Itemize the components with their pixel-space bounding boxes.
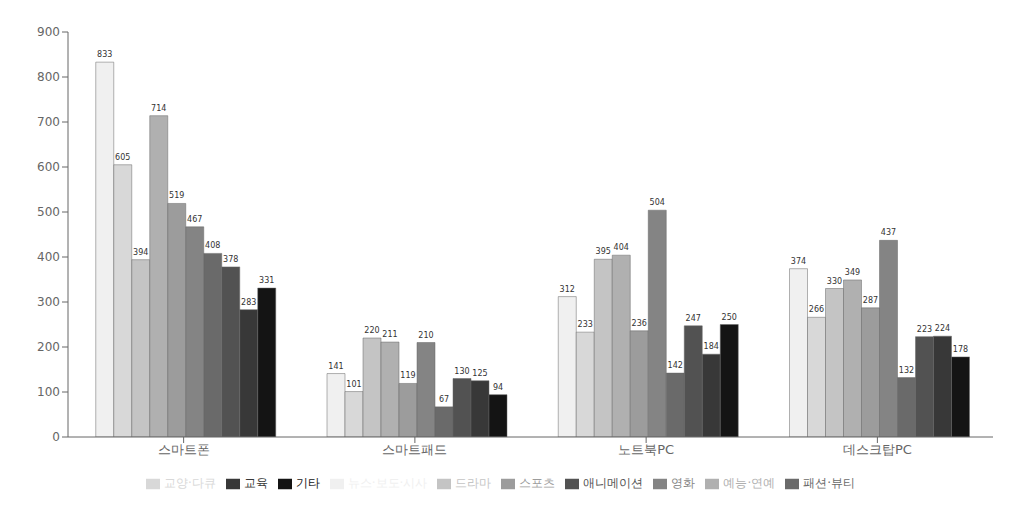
svg-text:100: 100 <box>37 385 60 399</box>
svg-text:331: 331 <box>259 276 274 285</box>
svg-text:349: 349 <box>845 268 860 277</box>
html-text:드라마: 드라마 <box>455 476 492 490</box>
html-text:패션·뷰티: 패션·뷰티 <box>803 476 856 490</box>
svg-text:스마트패드: 스마트패드 <box>382 442 447 457</box>
svg-text:394: 394 <box>133 248 148 257</box>
svg-text:141: 141 <box>328 362 343 371</box>
svg-text:312: 312 <box>560 285 575 294</box>
svg-text:220: 220 <box>364 326 379 335</box>
svg-text:125: 125 <box>472 369 487 378</box>
html-text:영화: 영화 <box>671 476 696 490</box>
svg-text:132: 132 <box>899 366 914 375</box>
svg-text:378: 378 <box>223 255 238 264</box>
svg-text:142: 142 <box>668 361 683 370</box>
svg-text:데스크탑PC: 데스크탑PC <box>843 442 912 457</box>
svg-text:266: 266 <box>809 305 824 314</box>
svg-text:94: 94 <box>493 383 503 392</box>
svg-text:130: 130 <box>454 367 469 376</box>
svg-text:287: 287 <box>863 296 878 305</box>
svg-text:800: 800 <box>37 70 60 84</box>
svg-text:404: 404 <box>614 243 629 252</box>
html-text:애니메이션: 애니메이션 <box>583 476 644 490</box>
html-text:뉴스·보도·시사: 뉴스·보도·시사 <box>347 476 428 490</box>
svg-text:504: 504 <box>650 198 665 207</box>
svg-text:200: 200 <box>37 340 60 354</box>
svg-text:400: 400 <box>37 250 60 264</box>
svg-text:395: 395 <box>596 247 611 256</box>
html-text:예능·연예: 예능·연예 <box>723 476 776 490</box>
svg-text:330: 330 <box>827 277 842 286</box>
svg-text:600: 600 <box>37 160 60 174</box>
svg-text:467: 467 <box>187 215 202 224</box>
svg-text:247: 247 <box>686 314 701 323</box>
svg-text:283: 283 <box>241 298 256 307</box>
svg-text:500: 500 <box>37 205 60 219</box>
svg-text:605: 605 <box>115 153 130 162</box>
html-text:기타: 기타 <box>295 476 320 490</box>
svg-text:250: 250 <box>722 313 737 322</box>
svg-text:437: 437 <box>881 228 896 237</box>
svg-text:300: 300 <box>37 295 60 309</box>
svg-text:374: 374 <box>791 257 806 266</box>
svg-text:101: 101 <box>346 380 361 389</box>
svg-text:700: 700 <box>37 115 60 129</box>
html-text:스포츠: 스포츠 <box>519 476 556 490</box>
svg-text:119: 119 <box>400 371 415 380</box>
svg-text:223: 223 <box>917 325 932 334</box>
svg-text:184: 184 <box>704 342 719 351</box>
svg-text:211: 211 <box>382 330 397 339</box>
svg-text:408: 408 <box>205 241 220 250</box>
svg-text:519: 519 <box>169 191 184 200</box>
html-text:교육: 교육 <box>243 476 268 490</box>
svg-text:210: 210 <box>418 331 433 340</box>
svg-text:900: 900 <box>37 25 60 39</box>
svg-text:0: 0 <box>52 430 60 444</box>
svg-text:노트북PC: 노트북PC <box>618 442 674 457</box>
svg-text:833: 833 <box>97 50 112 59</box>
svg-text:67: 67 <box>439 395 449 404</box>
svg-text:233: 233 <box>578 320 593 329</box>
html-text:교양·다큐: 교양·다큐 <box>163 476 216 490</box>
svg-text:224: 224 <box>935 324 950 333</box>
svg-text:236: 236 <box>632 319 647 328</box>
svg-text:스마트폰: 스마트폰 <box>158 442 210 457</box>
svg-text:714: 714 <box>151 104 166 113</box>
svg-text:178: 178 <box>953 345 968 354</box>
